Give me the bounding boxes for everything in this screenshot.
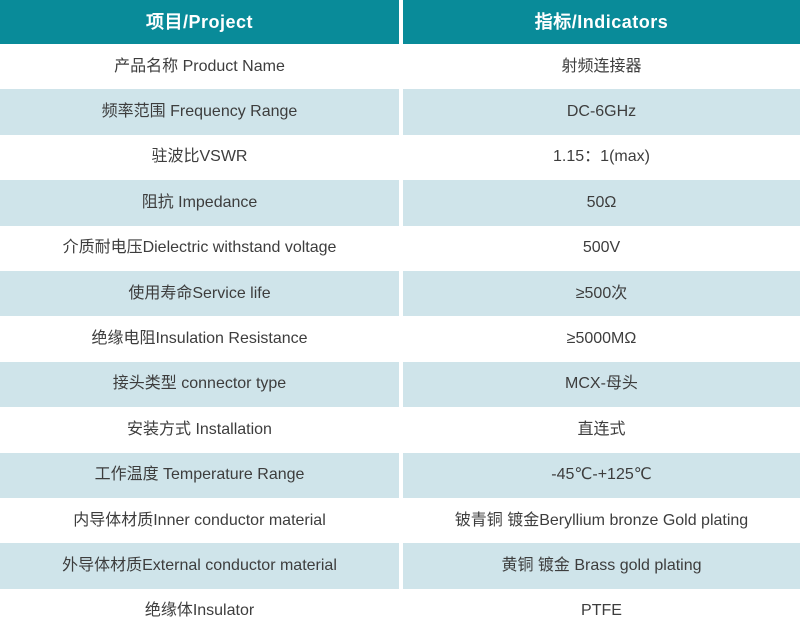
- project-cell: 频率范围 Frequency Range: [0, 89, 399, 135]
- table-row-product-name: 产品名称 Product Name 射频连接器: [0, 44, 800, 90]
- indicator-cell: 直连式: [403, 407, 800, 453]
- table-row-service-life: 使用寿命Service life ≥500次: [0, 270, 800, 317]
- indicator-cell: 射频连接器: [403, 44, 800, 90]
- indicator-cell: -45℃-+125℃: [403, 452, 800, 498]
- indicator-cell: 黄铜 镀金 Brass gold plating: [403, 543, 800, 589]
- indicator-cell: PTFE: [403, 588, 800, 634]
- table-row-impedance: 阻抗 Impedance 50Ω: [0, 180, 800, 226]
- header-cell-project: 项目/Project: [0, 0, 399, 44]
- table-row-inner-conductor: 内导体材质Inner conductor material 铍青铜 镀金Bery…: [0, 497, 800, 544]
- header-cell-indicators: 指标/Indicators: [403, 0, 800, 44]
- project-cell: 接头类型 connector type: [0, 361, 399, 408]
- project-cell: 工作温度 Temperature Range: [0, 452, 399, 498]
- indicator-cell: 500V: [403, 225, 800, 271]
- table-row-vswr: 驻波比VSWR 1.15：1(max): [0, 134, 800, 181]
- project-cell: 绝缘体Insulator: [0, 588, 399, 634]
- indicator-cell: 铍青铜 镀金Beryllium bronze Gold plating: [403, 497, 800, 544]
- project-cell: 安装方式 Installation: [0, 407, 399, 453]
- project-cell: 介质耐电压Dielectric withstand voltage: [0, 225, 399, 271]
- table-row-temperature-range: 工作温度 Temperature Range -45℃-+125℃: [0, 452, 800, 498]
- indicator-cell: 1.15：1(max): [403, 134, 800, 181]
- project-cell: 阻抗 Impedance: [0, 180, 399, 226]
- table-row-connector-type: 接头类型 connector type MCX-母头: [0, 361, 800, 408]
- project-cell: 内导体材质Inner conductor material: [0, 497, 399, 544]
- table-row-insulator: 绝缘体Insulator PTFE: [0, 588, 800, 634]
- indicator-cell: ≥5000MΩ: [403, 316, 800, 362]
- project-cell: 驻波比VSWR: [0, 134, 399, 181]
- project-cell: 绝缘电阻Insulation Resistance: [0, 316, 399, 362]
- table-row-external-conductor: 外导体材质External conductor material 黄铜 镀金 B…: [0, 543, 800, 589]
- project-cell: 外导体材质External conductor material: [0, 543, 399, 589]
- indicator-cell: ≥500次: [403, 270, 800, 317]
- project-cell: 使用寿命Service life: [0, 270, 399, 317]
- table-header-row: 项目/Project 指标/Indicators: [0, 0, 800, 44]
- indicator-cell: 50Ω: [403, 180, 800, 226]
- table-row-dielectric-voltage: 介质耐电压Dielectric withstand voltage 500V: [0, 225, 800, 271]
- table-row-frequency-range: 频率范围 Frequency Range DC-6GHz: [0, 89, 800, 135]
- table-row-installation: 安装方式 Installation 直连式: [0, 407, 800, 453]
- indicator-cell: DC-6GHz: [403, 89, 800, 135]
- indicator-cell: MCX-母头: [403, 361, 800, 408]
- table-row-insulation-resistance: 绝缘电阻Insulation Resistance ≥5000MΩ: [0, 316, 800, 362]
- project-cell: 产品名称 Product Name: [0, 44, 399, 90]
